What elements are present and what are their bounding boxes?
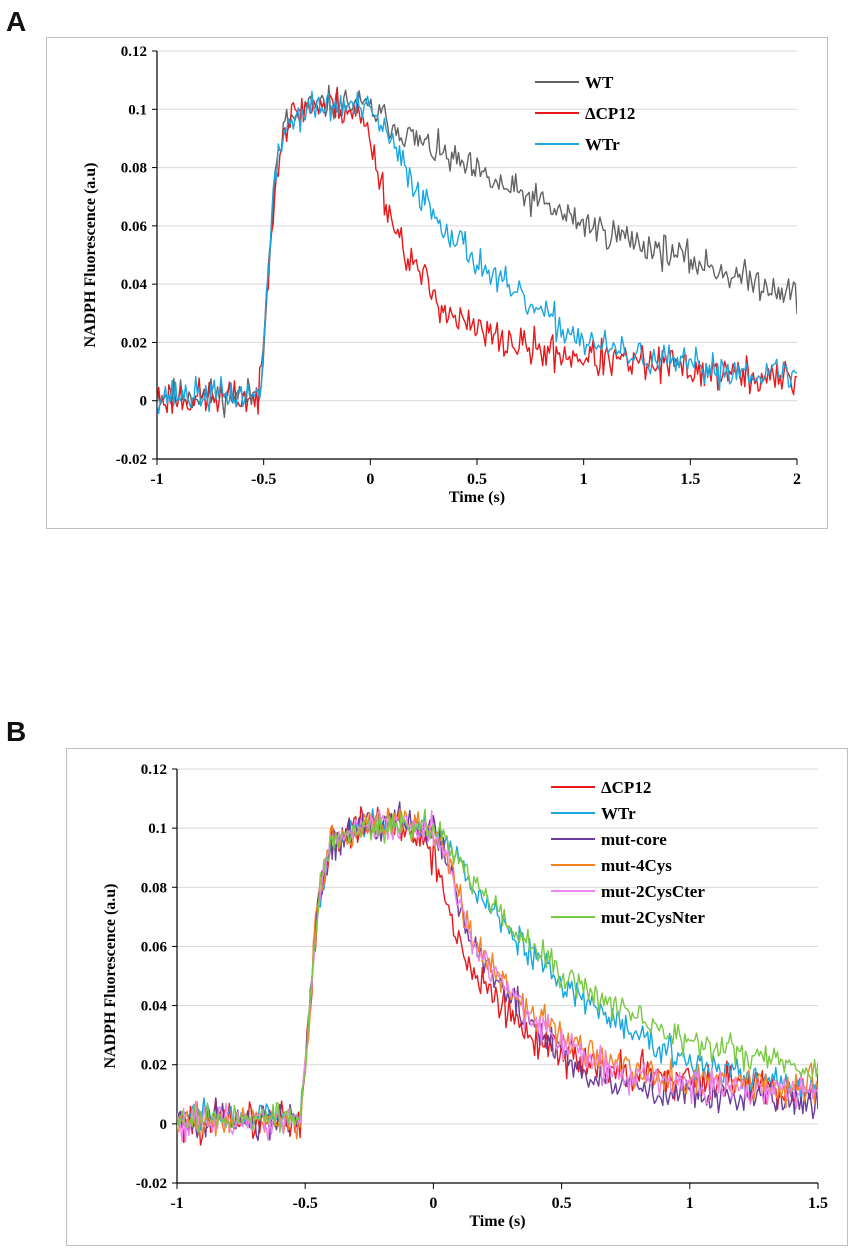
x-tick-label: 1 [686, 1195, 694, 1212]
y-tick-label: -0.02 [116, 452, 147, 468]
x-tick-label: 0.5 [552, 1195, 572, 1212]
x-tick-label: 0.5 [467, 471, 487, 488]
y-tick-label: 0.06 [141, 939, 168, 955]
x-tick-label: -0.5 [251, 471, 276, 488]
legend-label: WTr [601, 804, 636, 823]
x-tick-label: -1 [150, 471, 163, 488]
y-tick-label: 0.1 [148, 821, 167, 837]
y-tick-label: 0.04 [121, 277, 148, 293]
y-tick-label: 0.08 [121, 161, 147, 177]
x-tick-label: 1.5 [808, 1195, 828, 1212]
x-tick-label: -1 [170, 1195, 183, 1212]
y-tick-label: 0.12 [141, 762, 167, 778]
series-line-mut-2cysnter [177, 808, 818, 1133]
y-tick-label: 0.02 [121, 335, 147, 351]
x-tick-label: 2 [793, 471, 801, 488]
legend-label: WTr [585, 135, 620, 154]
x-tick-label: 1.5 [680, 471, 700, 488]
legend-label: WT [585, 73, 614, 92]
legend-label: ΔCP12 [601, 778, 651, 797]
y-axis-title: NADPH Fluorescence (a.u) [102, 884, 119, 1069]
chart-a-frame: -0.02 0 0.02 0.04 0.06 0.08 0.1 0.12 -1 -0.5 0 0.5 1… [46, 37, 828, 529]
y-tick-label: -0.02 [136, 1176, 167, 1192]
x-tick-label: -0.5 [293, 1195, 318, 1212]
y-tick-label: 0.02 [141, 1058, 167, 1074]
panel-b-letter: B [6, 716, 27, 747]
y-tick-label: 0.08 [141, 880, 167, 896]
chart-b-svg: -0.02 0 0.02 0.04 0.06 0.08 0.1 0.12 -1 -0.5 0 0.5 1… [102, 762, 828, 1230]
x-tick-label: 0 [366, 471, 374, 488]
y-tick-label: 0 [140, 394, 148, 410]
chart-b-frame: -0.02 0 0.02 0.04 0.06 0.08 0.1 0.12 -1 -0.5 0 0.5 1… [66, 748, 848, 1246]
x-tick-label: 0 [429, 1195, 437, 1212]
chart-a-svg: -0.02 0 0.02 0.04 0.06 0.08 0.1 0.12 -1 -0.5 0 0.5 1… [82, 44, 801, 506]
y-tick-label: 0.12 [121, 44, 147, 60]
legend-label: mut-4Cys [601, 856, 672, 875]
x-axis-title: Time (s) [469, 1213, 525, 1230]
x-axis-title: Time (s) [449, 489, 505, 506]
legend-label: mut-2CysCter [601, 882, 705, 901]
legend-label: mut-core [601, 830, 667, 849]
panel-a-letter: A [6, 6, 27, 37]
y-tick-label: 0 [160, 1117, 168, 1133]
legend-label: ΔCP12 [585, 104, 635, 123]
y-tick-label: 0.1 [128, 102, 147, 118]
x-tick-label: 1 [580, 471, 588, 488]
legend-label: mut-2CysNter [601, 908, 705, 927]
y-axis-title: NADPH Fluorescence (a.u) [82, 163, 99, 348]
y-tick-label: 0.04 [141, 999, 168, 1015]
series-line-wtr [157, 90, 797, 415]
y-tick-label: 0.06 [121, 219, 148, 235]
series-line-mut-2cyscter [177, 809, 818, 1143]
